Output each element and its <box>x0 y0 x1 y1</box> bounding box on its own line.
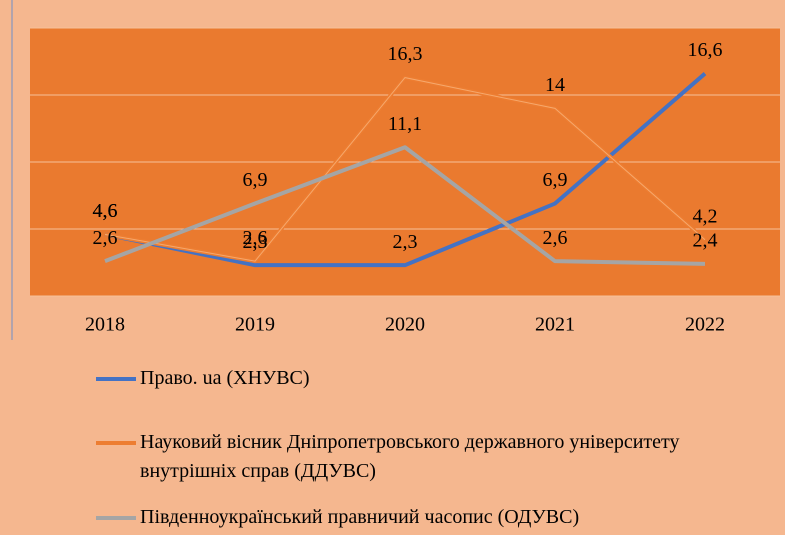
x-tick-label: 2019 <box>235 314 275 336</box>
legend-entry: Право. ua (ХНУВС) <box>96 364 740 393</box>
data-label: 2,3 <box>393 231 418 253</box>
data-label: 4,6 <box>93 200 118 222</box>
data-label: 14 <box>545 74 565 96</box>
series-line <box>104 72 707 268</box>
data-label: 2,4 <box>693 229 718 251</box>
legend-swatch <box>96 441 136 445</box>
series-line-edge <box>104 77 706 262</box>
data-label: 6,9 <box>243 169 268 191</box>
data-label: 16,3 <box>388 43 423 65</box>
data-label: 6,9 <box>543 169 568 191</box>
data-label: 2,6 <box>543 227 568 249</box>
x-tick-label: 2018 <box>85 314 125 336</box>
data-label: 2,6 <box>93 227 118 249</box>
x-tick-label: 2021 <box>535 314 575 336</box>
data-label: 4,2 <box>693 205 718 227</box>
data-label: 11,1 <box>388 113 422 135</box>
legend-swatch <box>96 377 136 381</box>
legend-entry: Науковий вісник Дніпропетровського держа… <box>96 428 740 486</box>
legend-label: Науковий вісник Дніпропетровського держа… <box>140 431 680 482</box>
series-line <box>104 145 706 266</box>
legend-entry: Південноукраїнський правничий часопис (О… <box>96 503 740 532</box>
data-label: 2,6 <box>243 227 268 249</box>
data-label: 2,3 <box>243 231 268 253</box>
legend-label: Право. ua (ХНУВС) <box>140 367 310 389</box>
legend-label: Південноукраїнський правничий часопис (О… <box>140 506 580 528</box>
x-tick-label: 2020 <box>385 314 425 336</box>
x-tick-label: 2022 <box>685 314 725 336</box>
data-label: 16,6 <box>688 39 723 61</box>
data-label: 4,6 <box>93 200 118 222</box>
legend-swatch <box>96 516 136 520</box>
